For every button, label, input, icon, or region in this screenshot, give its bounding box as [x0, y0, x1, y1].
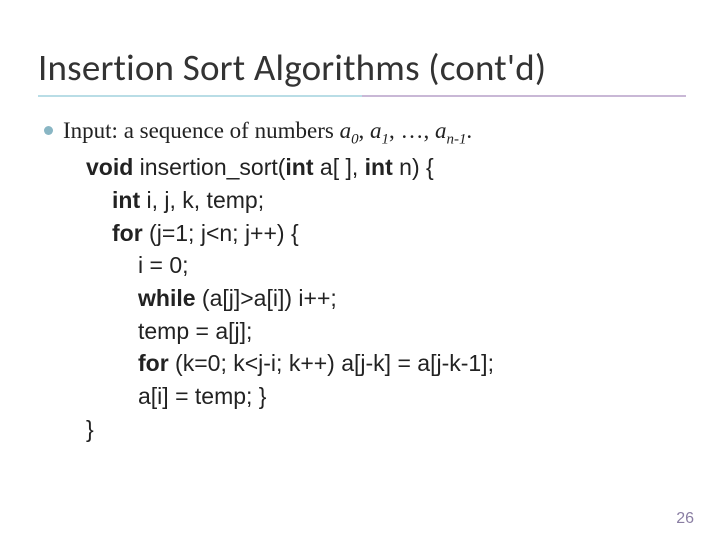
code-line-3: for (j=1; j<n; j++) {	[86, 217, 686, 250]
content-area: Input: a sequence of numbers a0, a1, …, …	[38, 115, 686, 446]
page-number: 26	[676, 510, 694, 528]
code-line-6: temp = a[j];	[86, 315, 686, 348]
code-line-9: }	[86, 413, 686, 446]
code-line-7: for (k=0; k<j-i; k++) a[j-k] = a[j-k-1];	[86, 347, 686, 380]
code-line-4: i = 0;	[86, 249, 686, 282]
bullet-prefix: Input: a sequence of numbers	[63, 118, 340, 143]
bullet-text: Input: a sequence of numbers a0, a1, …, …	[63, 115, 472, 150]
title-underline	[38, 95, 686, 97]
slide-container: Insertion Sort Algorithms (cont'd) Input…	[0, 0, 720, 540]
code-line-2: int i, j, k, temp;	[86, 184, 686, 217]
code-line-5: while (a[j]>a[i]) i++;	[86, 282, 686, 315]
code-block: void insertion_sort(int a[ ], int n) { i…	[44, 151, 686, 445]
var-a1: a1	[370, 118, 389, 143]
code-line-8: a[i] = temp; }	[86, 380, 686, 413]
var-an: an-1	[435, 118, 466, 143]
bullet-item: Input: a sequence of numbers a0, a1, …, …	[44, 115, 686, 150]
bullet-icon	[44, 126, 53, 135]
slide-title: Insertion Sort Algorithms (cont'd)	[38, 48, 686, 89]
var-a0: a0	[340, 118, 359, 143]
code-line-1: void insertion_sort(int a[ ], int n) {	[86, 151, 686, 184]
